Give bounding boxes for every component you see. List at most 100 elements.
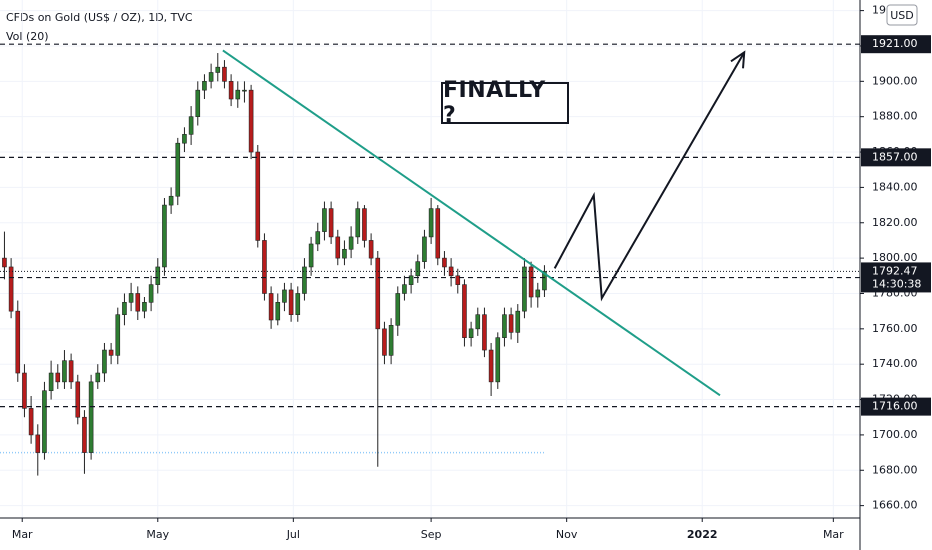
candle-body [402, 284, 407, 294]
y-tick-label: 1700.00 [872, 428, 918, 441]
candle-body [128, 293, 134, 303]
annotation: FINALLY ? [441, 78, 569, 128]
candle-body [75, 381, 81, 418]
current-price-box [861, 262, 931, 293]
candle-body [162, 204, 167, 268]
y-tick-label: 1900.00 [872, 74, 918, 87]
candle-body [202, 81, 207, 91]
candle-body [488, 349, 494, 383]
candle-body [88, 381, 94, 453]
candle-body [302, 266, 307, 294]
candle-body [462, 284, 467, 338]
candle-body [528, 266, 534, 298]
candle-body [322, 208, 327, 232]
candle-body [442, 257, 447, 268]
candle-body [208, 72, 214, 82]
candle-body [68, 360, 74, 383]
level-box [861, 148, 931, 167]
candle-body [428, 208, 434, 238]
candle-body [35, 434, 41, 453]
candle-body [228, 81, 234, 100]
y-tick-label: 1760.00 [872, 322, 918, 335]
candle-body [275, 302, 281, 321]
candle-body [255, 151, 261, 241]
candle-body [28, 408, 34, 436]
candle-body [48, 372, 54, 392]
x-tick-label: Sep [421, 528, 442, 541]
candle-body [142, 302, 147, 312]
x-tick-label: Mar [823, 528, 844, 541]
candle-body [8, 266, 14, 312]
y-tick-label: 1880.00 [872, 110, 918, 123]
candle-body [148, 284, 154, 303]
candle-body [175, 142, 181, 197]
y-tick-label: 1840.00 [872, 180, 918, 193]
candle-body [408, 275, 414, 285]
candle-body [188, 116, 194, 135]
candle-body [215, 66, 221, 73]
candle-body [222, 66, 227, 82]
candle-body [22, 372, 27, 409]
candle-body [115, 314, 121, 356]
currency-label: USD [890, 9, 914, 22]
candle-body [122, 302, 127, 315]
level-label: 1716.00 [872, 400, 918, 413]
candle-body [348, 236, 354, 250]
candle-body [535, 289, 541, 298]
candle-body [182, 134, 187, 144]
countdown-label: 14:30:38 [872, 277, 921, 290]
candle-body [262, 240, 267, 294]
trendline [222, 49, 721, 397]
candle-body [475, 314, 481, 330]
level-box [861, 35, 931, 54]
candle-body [355, 208, 361, 238]
y-tick-label: 1800.00 [872, 251, 918, 264]
chart-title: CFDs on Gold (US$ / OZ), 1D, TVC [6, 11, 193, 24]
current-price-label: 1792.47 [872, 264, 918, 277]
candle-body [62, 360, 67, 383]
y-tick-label: 1660.00 [872, 499, 918, 512]
candle-body [368, 240, 374, 259]
candle-body [395, 293, 401, 326]
candle-body [42, 390, 47, 453]
candle-body [235, 89, 241, 100]
candle-body [168, 195, 174, 206]
candle-body [482, 314, 487, 351]
x-tick-label: 2022 [687, 528, 718, 541]
candle-body [502, 314, 507, 338]
candle-body [342, 248, 347, 259]
plot-area [0, 0, 860, 518]
projection [553, 51, 746, 302]
x-tick-label: May [146, 528, 169, 541]
candle-body [455, 275, 461, 285]
candle-body [382, 328, 387, 356]
candle-body [468, 328, 474, 338]
y-tick-label: 1740.00 [872, 357, 918, 370]
chart-subtitle: Vol (20) [6, 30, 49, 43]
candle-body [102, 349, 107, 374]
level-box [861, 397, 931, 416]
level-label: 1857.00 [872, 150, 918, 163]
candle-body [295, 293, 301, 315]
candle-body [515, 310, 521, 333]
candle-body [522, 266, 527, 312]
candle-body [108, 349, 114, 356]
candle-body [335, 236, 341, 259]
candle-body [242, 89, 247, 92]
candle-body [195, 89, 201, 117]
candle-body [495, 337, 501, 383]
candle-body [82, 416, 87, 453]
candle-body [415, 261, 421, 277]
candle-body [248, 89, 254, 153]
level-label: 1921.00 [872, 37, 918, 50]
candle-body [435, 208, 441, 259]
candle-body [95, 372, 101, 383]
currency-box [886, 4, 918, 26]
x-tick-label: Jul [286, 528, 300, 541]
candle-body [155, 266, 161, 285]
candle-body [288, 289, 294, 315]
candle-body [135, 293, 141, 312]
y-tick-label: 1820.00 [872, 216, 918, 229]
